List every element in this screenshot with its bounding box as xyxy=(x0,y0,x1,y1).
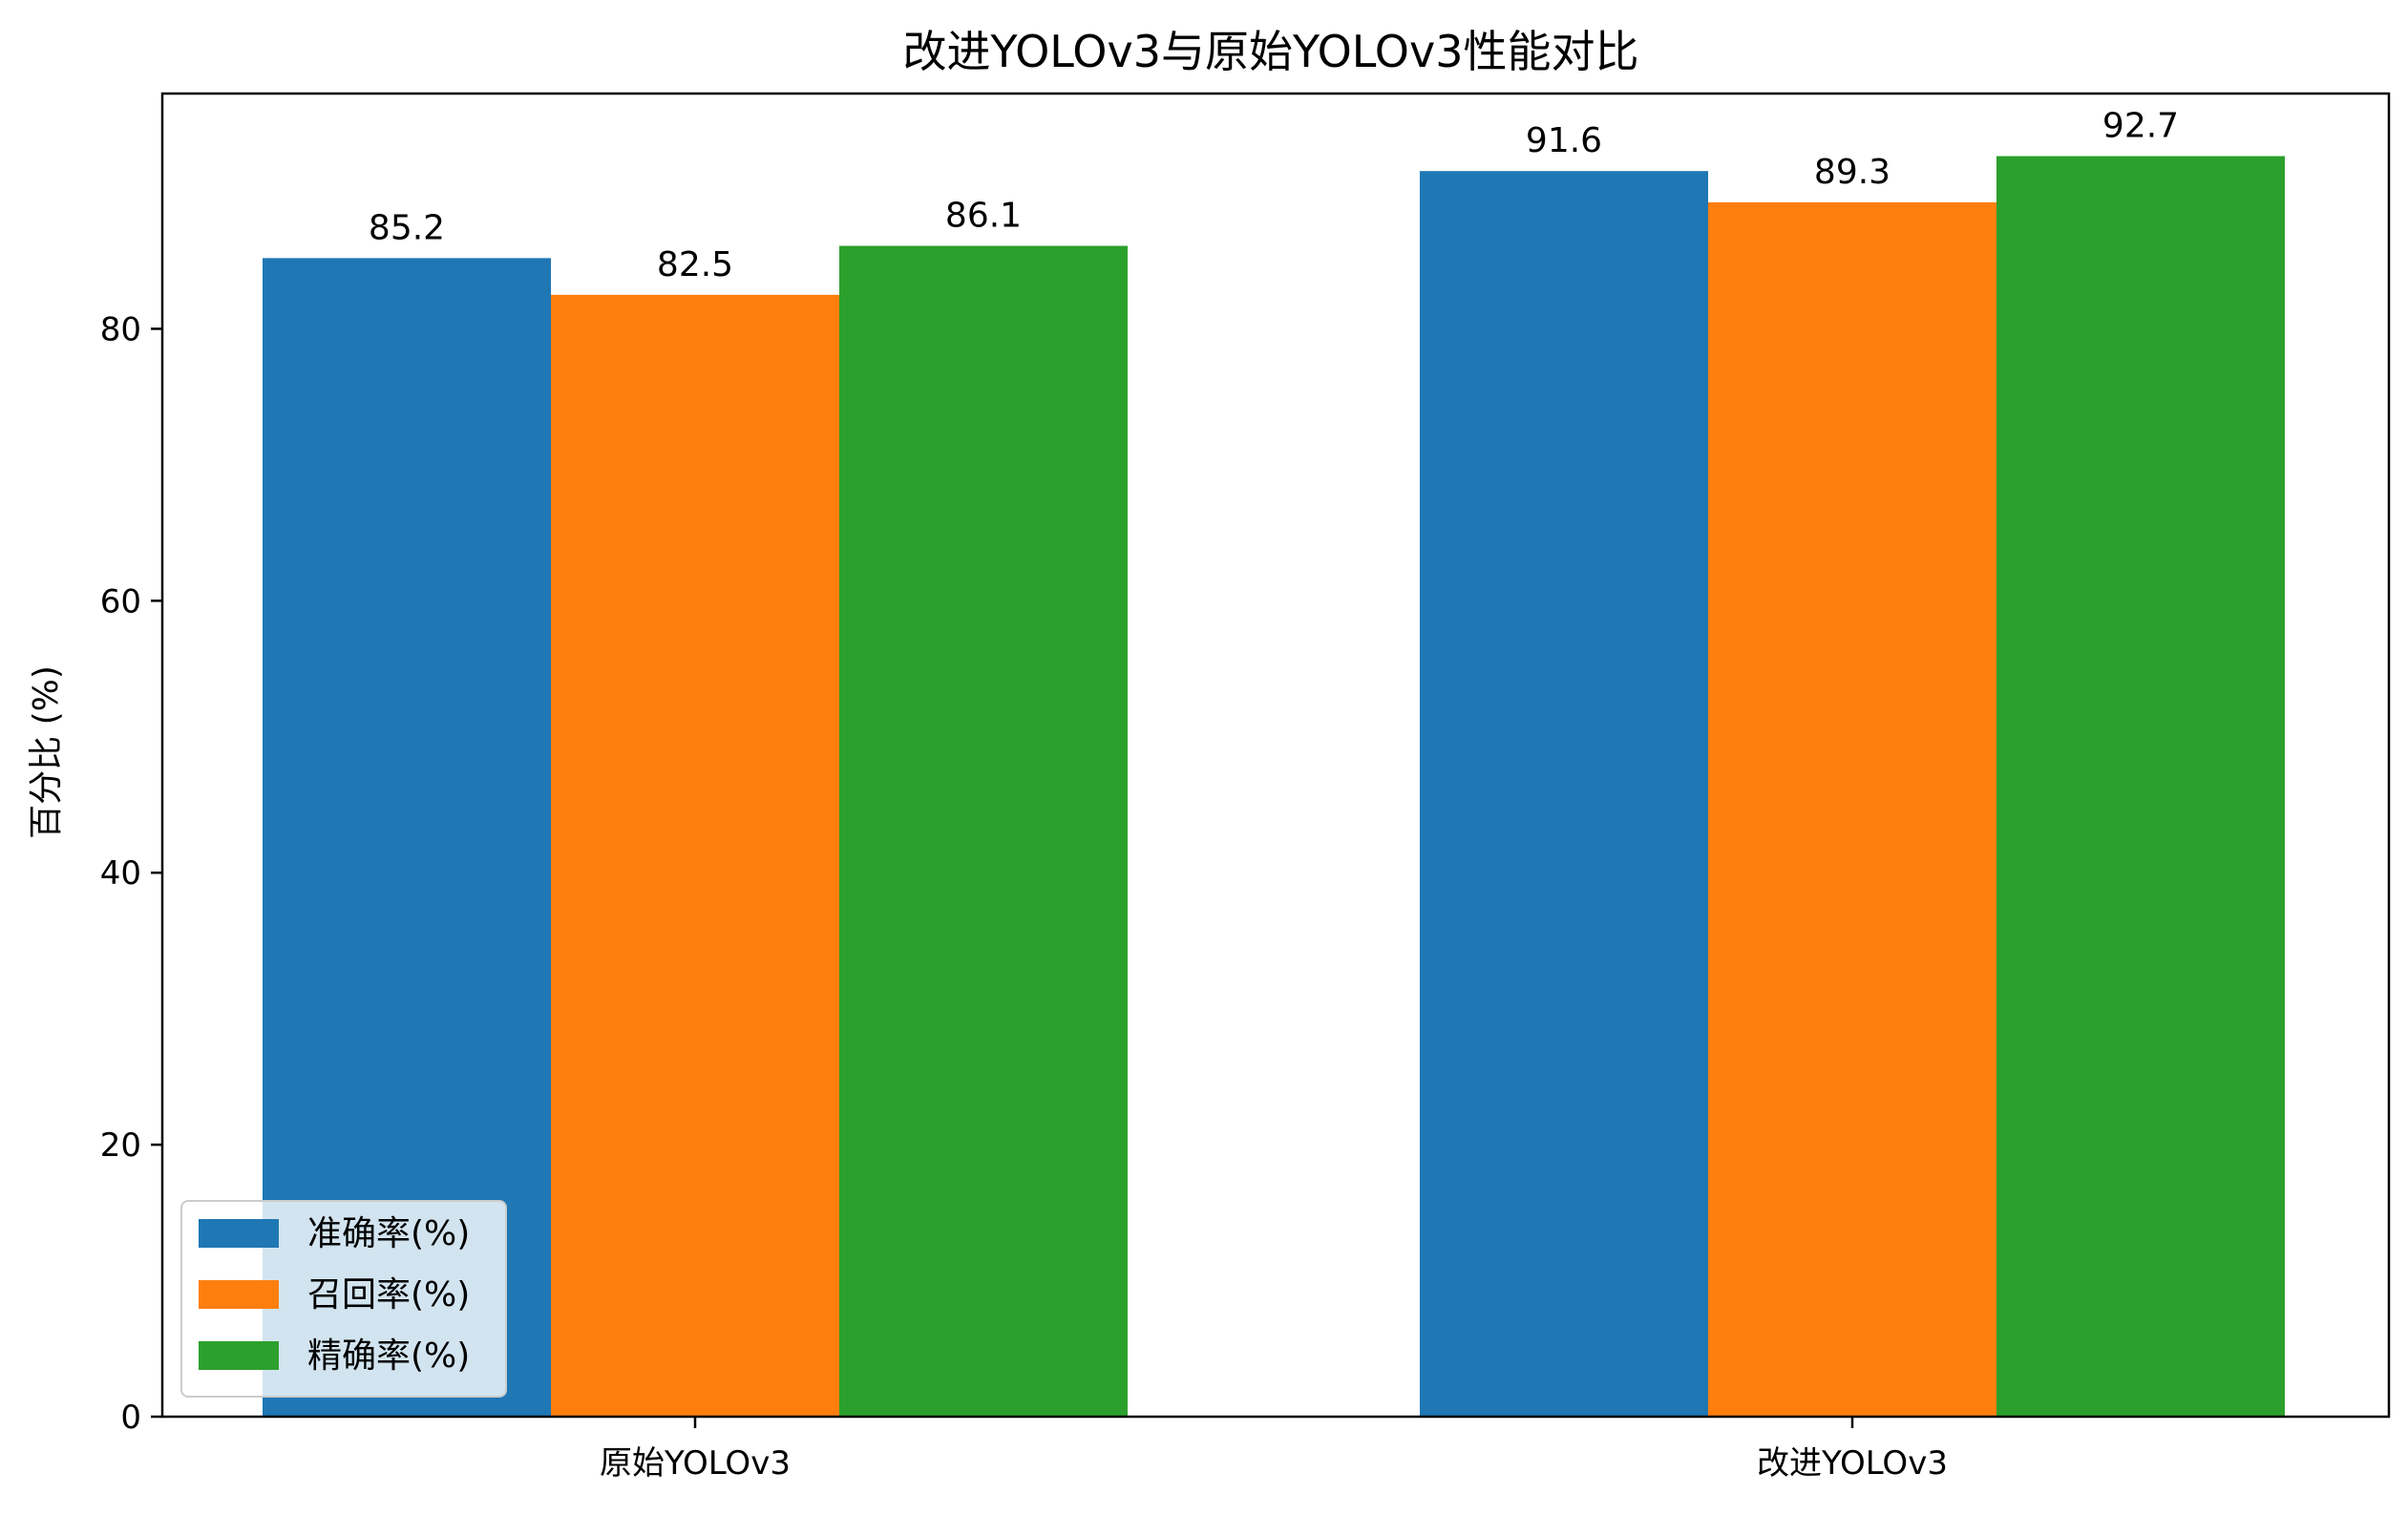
y-tick-label-1: 20 xyxy=(100,1126,141,1165)
data-label-series-1-category-0: 82.5 xyxy=(657,245,733,284)
legend-label-0: 准确率(%) xyxy=(307,1214,470,1253)
y-tick-label-4: 80 xyxy=(100,310,141,348)
data-label-series-0-category-0: 85.2 xyxy=(369,208,445,247)
y-axis-label: 百分比 (%) xyxy=(27,665,66,839)
y-tick-label-3: 60 xyxy=(100,582,141,621)
data-label-series-0-category-1: 91.6 xyxy=(1526,121,1602,160)
legend-swatch-0 xyxy=(199,1219,279,1248)
y-tick-label-0: 0 xyxy=(120,1399,141,1437)
legend-label-1: 召回率(%) xyxy=(307,1275,470,1315)
bar-series-1-category-0 xyxy=(551,294,839,1418)
legend-swatch-2 xyxy=(199,1341,279,1370)
chart-title: 改进YOLOv3与原始YOLOv3性能对比 xyxy=(903,26,1639,77)
bar-series-1-category-1 xyxy=(1708,201,1996,1418)
data-labels-layer: 85.2 91.6 82.5 89.3 86.1 92.7 xyxy=(369,107,2179,284)
bar-series-2-category-1 xyxy=(1996,156,2285,1418)
y-tick-label-2: 40 xyxy=(100,854,141,893)
data-label-series-1-category-1: 89.3 xyxy=(1814,153,1890,192)
x-tick-label-1: 改进YOLOv3 xyxy=(1757,1444,1948,1483)
x-axis: 原始YOLOv3 改进YOLOv3 xyxy=(600,1417,1948,1483)
data-label-series-2-category-1: 92.7 xyxy=(2102,107,2179,146)
data-label-series-2-category-0: 86.1 xyxy=(945,197,1022,236)
plot-frame xyxy=(160,92,2391,1419)
legend-label-2: 精确率(%) xyxy=(307,1336,470,1376)
y-axis: 0 20 40 60 80 xyxy=(100,310,162,1437)
bar-series-0-category-1 xyxy=(1420,171,1708,1418)
legend: 准确率(%) 召回率(%) 精确率(%) xyxy=(180,1200,507,1398)
bars-layer xyxy=(263,156,2285,1418)
legend-swatch-1 xyxy=(199,1280,279,1309)
x-tick-label-0: 原始YOLOv3 xyxy=(600,1444,791,1483)
bar-series-2-category-0 xyxy=(839,245,1128,1418)
